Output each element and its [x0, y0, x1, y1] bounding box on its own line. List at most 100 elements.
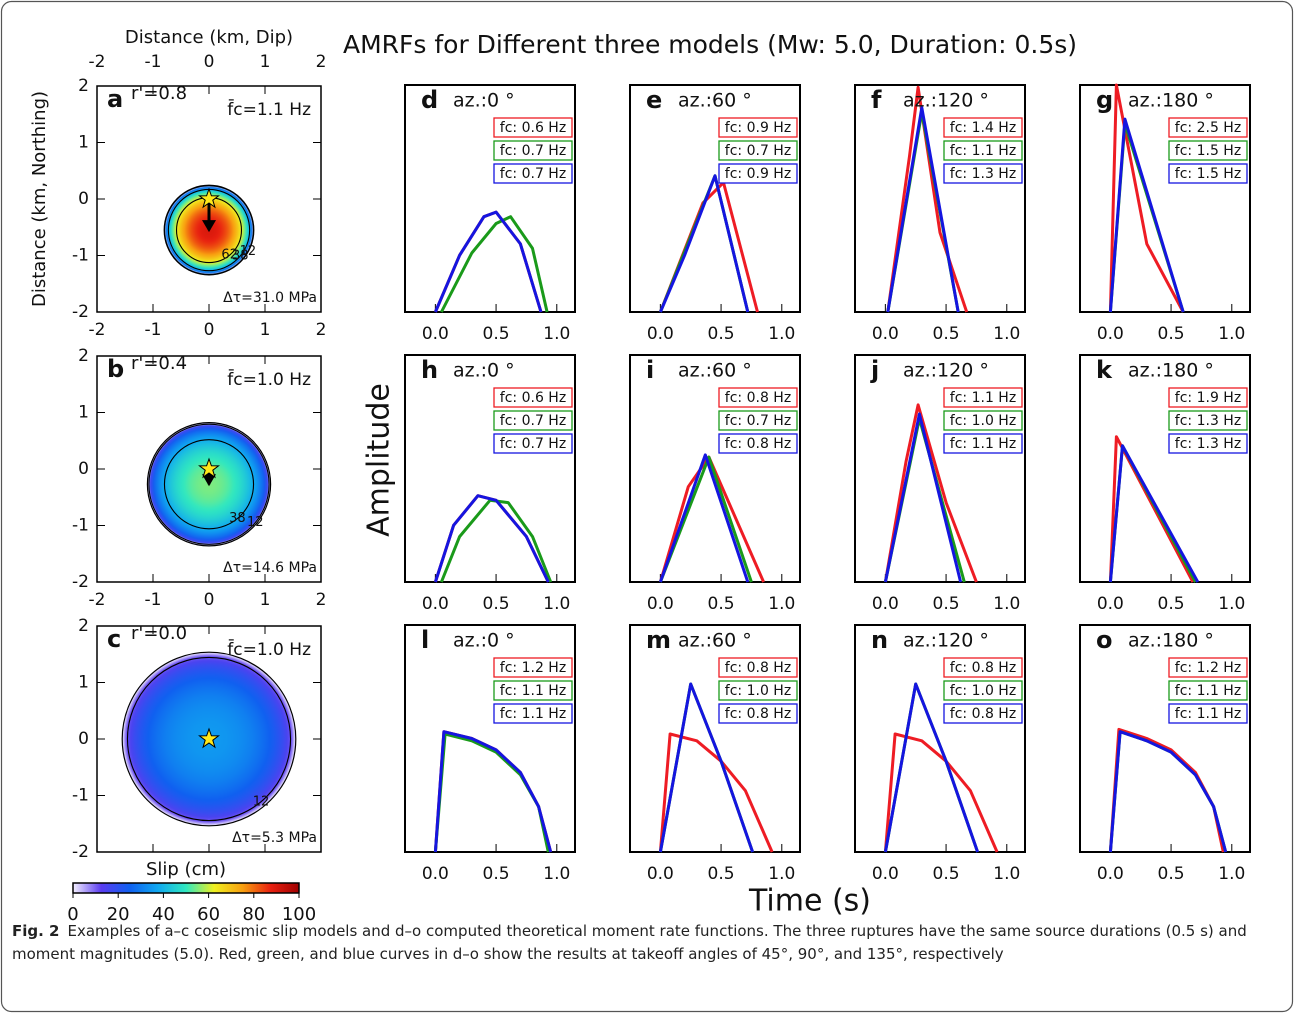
legend-box	[718, 433, 798, 454]
stress-label: Δτ=5.3 MPa	[232, 830, 317, 846]
r-label: r'=0.4	[131, 353, 187, 374]
y-tick-label: 1	[78, 673, 89, 693]
x-axis-title: Distance (km, Dip)	[125, 27, 293, 48]
amrf-line	[658, 453, 750, 583]
legend-label: fc: 1.5 Hz	[1175, 143, 1241, 159]
amrf-line	[883, 403, 978, 583]
colorbar-tick-label: 20	[107, 904, 130, 925]
colorbar-tick-label: 80	[242, 904, 265, 925]
legend-label: fc: 1.1 Hz	[500, 683, 566, 699]
x-tick-label: 1.0	[543, 864, 570, 884]
azimuth-label: az.:180 °	[1128, 630, 1214, 652]
x-tick-label: 0.0	[1097, 324, 1124, 344]
contour	[148, 423, 270, 545]
legend-label: fc: 2.5 Hz	[1175, 120, 1241, 136]
caption: Fig. 2 Examples of a–c coseismic slip mod…	[12, 920, 1277, 966]
legend-label: fc: 1.0 Hz	[725, 683, 791, 699]
legend-box	[1168, 680, 1248, 701]
caption-label: Fig. 2	[12, 922, 60, 940]
legend-box	[493, 140, 573, 161]
contour	[163, 439, 255, 530]
x-tick-label: 0	[204, 590, 215, 610]
x-tick-label: 0.0	[422, 594, 449, 614]
x-tick-label: 2	[316, 320, 327, 340]
legend-label: fc: 0.7 Hz	[725, 143, 791, 159]
x-tick-label: -2	[89, 590, 106, 610]
legend-box	[493, 680, 573, 701]
x-tick-label: -1	[145, 590, 162, 610]
contour-label: 12	[247, 515, 264, 530]
x-tick-label-top: -2	[89, 52, 106, 72]
y-tick-label: -1	[72, 786, 89, 806]
amrf-line	[1108, 444, 1200, 583]
legend-box	[718, 703, 798, 724]
legend-label: fc: 0.8 Hz	[725, 660, 791, 676]
azimuth-label: az.:120 °	[903, 630, 989, 652]
y-tick-label: -2	[72, 572, 89, 592]
x-tick-label: 0.0	[872, 594, 899, 614]
legend-label: fc: 0.7 Hz	[500, 166, 566, 182]
contour-label: 38	[229, 511, 246, 526]
x-tick-label: 1.0	[768, 594, 795, 614]
azimuth-label: az.:60 °	[678, 630, 752, 652]
legend-box	[1168, 163, 1248, 184]
legend-box	[493, 387, 573, 408]
x-tick-label: 0.5	[708, 324, 735, 344]
x-tick-label: 0.0	[422, 324, 449, 344]
y-tick-label: 0	[78, 189, 89, 209]
legend-label: fc: 1.1 Hz	[500, 706, 566, 722]
legend-label: fc: 0.7 Hz	[500, 436, 566, 452]
amrf-line	[883, 412, 963, 583]
colorbar-tick-label: 40	[152, 904, 175, 925]
legend-box	[943, 410, 1023, 431]
legend-label: fc: 0.8 Hz	[950, 706, 1016, 722]
legend-box	[1168, 117, 1248, 138]
x-tick-label: 1	[260, 320, 271, 340]
x-tick-label: 1.0	[543, 594, 570, 614]
amrf-line	[440, 498, 553, 583]
x-tick-label: 1	[260, 590, 271, 610]
arrow-head	[202, 220, 216, 233]
y-tick-label: 2	[78, 76, 89, 96]
colorbar-tick-label: 60	[197, 904, 220, 925]
x-tick-label: 0.0	[647, 324, 674, 344]
hypocenter-star	[198, 187, 220, 209]
y-tick-label: -1	[72, 516, 89, 536]
legend-label: fc: 1.2 Hz	[1175, 660, 1241, 676]
x-tick-label: 1.0	[993, 324, 1020, 344]
panel-label: n	[871, 626, 888, 654]
legend-label: fc: 0.7 Hz	[500, 413, 566, 429]
x-axis-title: Time (s)	[748, 884, 871, 919]
panel-label: m	[646, 626, 671, 654]
legend-label: fc: 1.1 Hz	[950, 390, 1016, 406]
x-tick-label: 0.0	[872, 864, 899, 884]
legend-box	[493, 410, 573, 431]
azimuth-label: az.:120 °	[903, 90, 989, 112]
panel-label: i	[646, 356, 654, 384]
colorbar-title: Slip (cm)	[146, 859, 226, 880]
legend-label: fc: 1.0 Hz	[950, 683, 1016, 699]
x-tick-label: 0.5	[483, 324, 510, 344]
legend-label: fc: 0.8 Hz	[725, 390, 791, 406]
hypocenter-star	[198, 727, 220, 749]
legend-label: fc: 0.7 Hz	[725, 413, 791, 429]
contour-label: 12	[240, 244, 257, 259]
amrf-line	[1108, 117, 1185, 313]
amrf-line	[886, 106, 960, 313]
legend-label: fc: 1.1 Hz	[1175, 706, 1241, 722]
legend-label: fc: 1.0 Hz	[950, 413, 1016, 429]
panel-label: e	[646, 86, 662, 114]
x-tick-label: 0.5	[933, 324, 960, 344]
legend-label: fc: 1.1 Hz	[1175, 683, 1241, 699]
panel-label: j	[870, 356, 879, 384]
azimuth-label: az.:180 °	[1128, 360, 1214, 382]
colorbar-tick-label: 100	[282, 904, 316, 925]
legend-label: fc: 1.1 Hz	[950, 436, 1016, 452]
x-tick-label: 1.0	[1218, 864, 1245, 884]
legend-box	[493, 657, 573, 678]
legend-box	[943, 140, 1023, 161]
legend-box	[943, 387, 1023, 408]
x-tick-label: 0.5	[1158, 864, 1185, 884]
legend-label: fc: 1.3 Hz	[1175, 413, 1241, 429]
x-tick-label: 0.0	[647, 864, 674, 884]
